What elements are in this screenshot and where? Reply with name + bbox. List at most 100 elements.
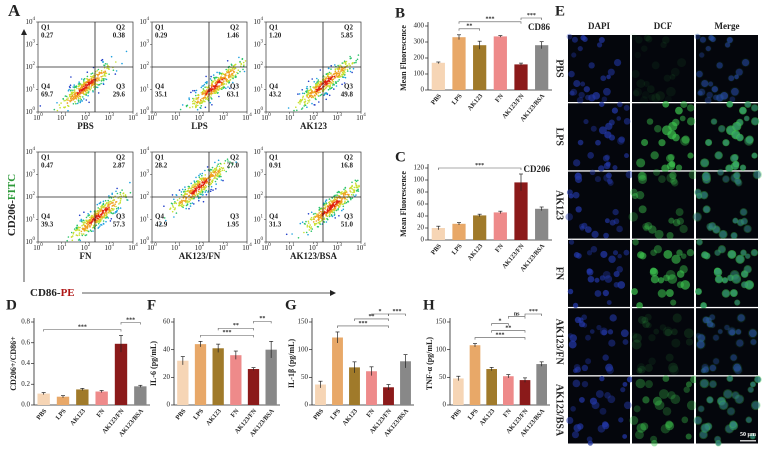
event-dot (96, 70, 98, 72)
cell-signal (734, 177, 742, 185)
nucleus (625, 170, 634, 179)
event-dot (220, 87, 223, 89)
event-dot (334, 70, 337, 73)
flow-plot: 100100101101102102103103104104Q10.91Q216… (254, 147, 367, 261)
cell-signal (663, 274, 670, 282)
cell-signal (635, 36, 643, 44)
event-dot (190, 182, 192, 185)
event-dot (197, 184, 199, 186)
bar (56, 396, 70, 405)
event-dot (129, 191, 132, 194)
y-tick-label: 100 (140, 237, 150, 245)
cell-signal (696, 193, 703, 200)
cell-signal (666, 232, 674, 240)
cell-signal (669, 74, 676, 80)
event-dot (65, 99, 67, 102)
event-dot (108, 68, 110, 70)
cell-signal (693, 33, 702, 41)
event-dot (308, 101, 310, 103)
y-tick-label: 100 (414, 70, 425, 78)
event-dot (228, 75, 231, 77)
cell-signal (671, 338, 681, 348)
event-dot (306, 226, 309, 228)
event-dot (72, 103, 75, 105)
nucleus (603, 232, 609, 239)
event-dot (211, 166, 214, 169)
event-dot (89, 226, 91, 228)
cell-signal (683, 386, 690, 393)
bar (535, 45, 549, 90)
event-dot (205, 75, 207, 78)
nucleus (578, 317, 584, 323)
nucleus (728, 75, 735, 82)
cell-signal (665, 420, 673, 429)
event-dot (98, 207, 101, 210)
cell-signal (641, 316, 649, 324)
nucleus (567, 288, 574, 295)
nucleus (587, 275, 595, 283)
cell-signal (712, 94, 720, 101)
nucleus (623, 104, 630, 111)
tick-exponent: 2 (147, 192, 150, 197)
event-dot (317, 89, 319, 92)
significance-bracket (458, 21, 522, 24)
event-dot (96, 86, 99, 89)
panel-letter: A (8, 1, 21, 20)
nucleus (730, 421, 737, 428)
tick-base: 10 (261, 114, 269, 122)
event-dot (115, 201, 118, 203)
event-dot (316, 81, 318, 83)
tick-exponent: 3 (112, 243, 115, 248)
event-dot (207, 95, 209, 97)
cell-signal (654, 229, 664, 239)
event-dot (81, 220, 83, 223)
nucleus (601, 329, 608, 336)
event-dot (217, 170, 219, 172)
tick-base: 10 (254, 215, 262, 223)
quadrant-percent: 31.3 (269, 221, 282, 229)
cell-signal (717, 328, 724, 335)
x-tick-label: FN (95, 408, 106, 419)
cell-signal (644, 380, 653, 389)
event-dot (104, 215, 106, 217)
event-dot (80, 85, 83, 88)
event-dot (214, 79, 216, 82)
nucleus (602, 155, 610, 162)
nucleus (696, 193, 702, 199)
event-dot (98, 77, 100, 79)
y-axis-title: CD206+/CD86+ (9, 336, 18, 391)
cell-signal (723, 324, 731, 331)
event-dot (306, 85, 308, 88)
y-tick-label: 0.6 (21, 338, 30, 346)
event-dot (86, 77, 88, 80)
event-dot (182, 206, 184, 209)
event-dot (179, 200, 181, 203)
y-tick-label: 40 (163, 345, 171, 353)
cell-signal (745, 416, 753, 424)
nucleus (706, 91, 713, 99)
event-dot (323, 217, 326, 219)
nucleus (746, 417, 752, 423)
event-dot (195, 98, 197, 101)
event-dot (197, 96, 200, 99)
y-tick-label: 104 (254, 17, 264, 25)
event-dot (103, 74, 106, 77)
event-dot (192, 89, 194, 92)
tick-exponent: 3 (261, 40, 264, 45)
tick-base: 10 (140, 18, 148, 26)
nucleus (699, 52, 705, 58)
bar (469, 345, 481, 405)
event-dot (188, 207, 190, 210)
cell-signal (650, 151, 659, 160)
nucleus (605, 161, 611, 167)
event-dot (196, 101, 199, 104)
significance-label: ** (466, 24, 472, 30)
event-dot (340, 68, 343, 70)
axis-title-part: CD206- (6, 200, 18, 236)
event-dot (173, 202, 176, 205)
x-tick-label: 100 (261, 243, 271, 251)
cell-signal (631, 332, 638, 339)
event-dot (104, 211, 107, 213)
event-dot (218, 95, 220, 98)
cell-signal (658, 389, 669, 399)
